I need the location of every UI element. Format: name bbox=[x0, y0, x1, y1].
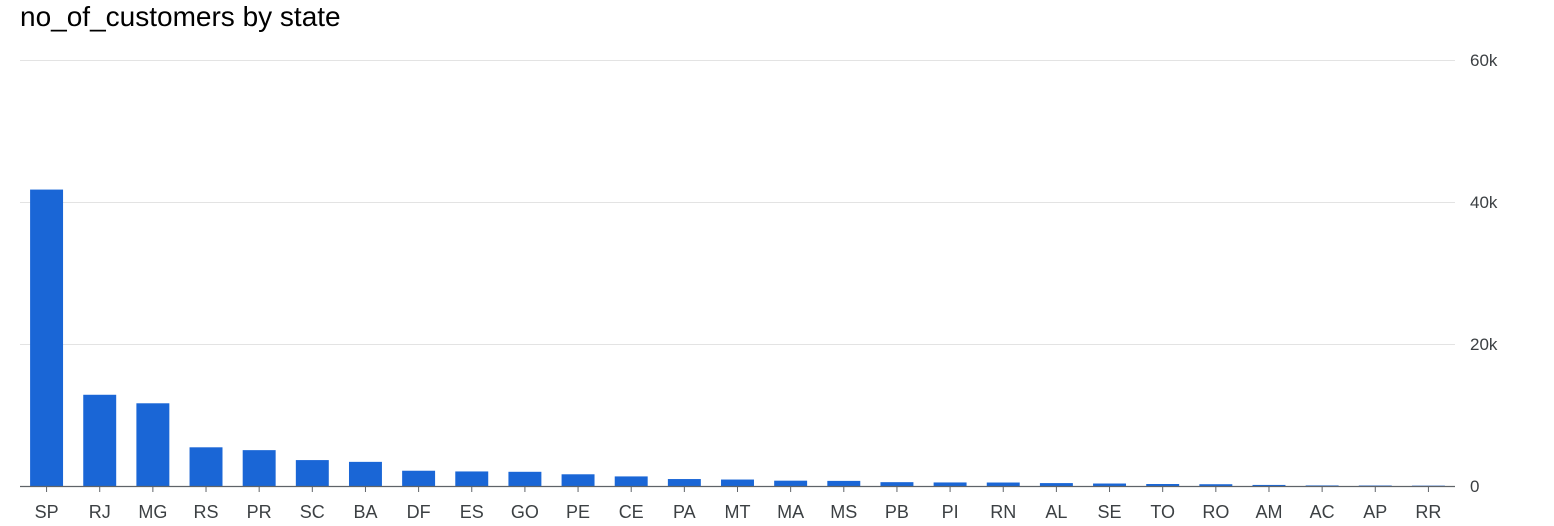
bar[interactable] bbox=[561, 474, 595, 486]
x-tick-label: PA bbox=[673, 502, 696, 522]
x-tick-label: AP bbox=[1363, 502, 1387, 522]
bar[interactable] bbox=[1039, 483, 1073, 486]
bar[interactable] bbox=[1305, 485, 1339, 486]
x-tick-label: RO bbox=[1202, 502, 1229, 522]
bar[interactable] bbox=[136, 403, 170, 486]
bar[interactable] bbox=[1146, 484, 1180, 486]
x-tick-label: CE bbox=[619, 502, 644, 522]
bar[interactable] bbox=[348, 461, 382, 486]
x-tick-label: MG bbox=[138, 502, 167, 522]
bars bbox=[30, 189, 1445, 486]
bar[interactable] bbox=[986, 482, 1020, 486]
x-tick-label: SP bbox=[35, 502, 59, 522]
x-tick-label: PR bbox=[247, 502, 272, 522]
bar[interactable] bbox=[614, 476, 648, 486]
x-tick-label: PI bbox=[942, 502, 959, 522]
bar[interactable] bbox=[30, 189, 64, 486]
x-tick-label: AC bbox=[1310, 502, 1335, 522]
x-tick-label: PB bbox=[885, 502, 909, 522]
x-tick-label: MT bbox=[725, 502, 751, 522]
y-tick-label: 40k bbox=[1470, 193, 1498, 212]
x-tick-label: MS bbox=[830, 502, 857, 522]
x-tick-label: MA bbox=[777, 502, 804, 522]
x-tick-label: SC bbox=[300, 502, 325, 522]
bar[interactable] bbox=[242, 450, 276, 486]
bar[interactable] bbox=[189, 447, 223, 486]
bar[interactable] bbox=[880, 482, 914, 486]
bar[interactable] bbox=[402, 470, 436, 486]
bar[interactable] bbox=[455, 471, 489, 486]
bar[interactable] bbox=[827, 480, 861, 486]
bar[interactable] bbox=[1199, 484, 1233, 486]
bar[interactable] bbox=[721, 479, 754, 486]
x-tick-label: GO bbox=[511, 502, 539, 522]
y-tick-label: 60k bbox=[1470, 51, 1498, 70]
bar[interactable] bbox=[508, 471, 542, 486]
chart-title: no_of_customers by state bbox=[20, 1, 341, 32]
bar[interactable] bbox=[1252, 484, 1286, 486]
x-tick-label: BA bbox=[353, 502, 377, 522]
x-tick-labels: SP RJ MG RS PR SC BA DF ES GO PE CE PA MT MA MS PB PI RN AL… bbox=[35, 502, 1442, 522]
x-tick-label: RN bbox=[990, 502, 1016, 522]
x-tick-label: SE bbox=[1098, 502, 1122, 522]
bar[interactable] bbox=[667, 479, 701, 486]
x-tick-label: RR bbox=[1415, 502, 1441, 522]
x-tick-label: TO bbox=[1150, 502, 1175, 522]
y-gridlines bbox=[20, 60, 1455, 345]
x-tick-label: RS bbox=[194, 502, 219, 522]
bar[interactable] bbox=[1093, 483, 1127, 486]
x-tick-label: ES bbox=[460, 502, 484, 522]
x-tick-label: AM bbox=[1255, 502, 1282, 522]
bar[interactable] bbox=[83, 394, 117, 486]
y-tick-labels: 60k 40k 20k 0 bbox=[1470, 51, 1498, 496]
y-tick-label: 20k bbox=[1470, 335, 1498, 354]
x-tick-marks bbox=[46, 486, 1429, 492]
bar[interactable] bbox=[295, 460, 329, 486]
y-tick-label: 0 bbox=[1470, 477, 1479, 496]
bar[interactable] bbox=[933, 482, 967, 486]
x-tick-label: PE bbox=[566, 502, 590, 522]
bar[interactable] bbox=[774, 480, 808, 486]
x-tick-label: RJ bbox=[89, 502, 111, 522]
x-tick-label: AL bbox=[1045, 502, 1067, 522]
x-tick-label: DF bbox=[407, 502, 431, 522]
